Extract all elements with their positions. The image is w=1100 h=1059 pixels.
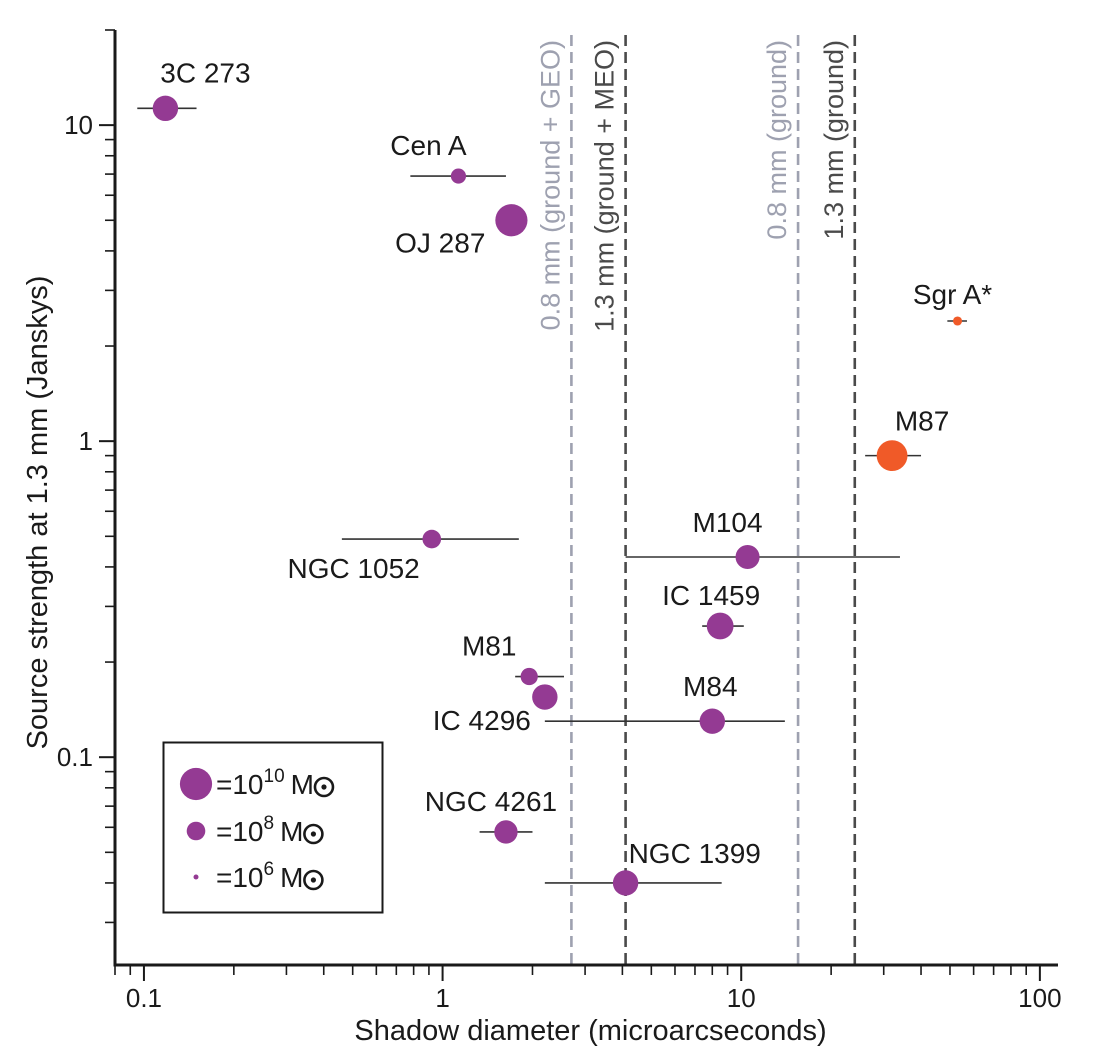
legend-exponent: 10	[264, 766, 285, 787]
source-label: Sgr A*	[913, 279, 992, 310]
reference-line-label: 1.3 mm (ground + MEO)	[590, 40, 620, 332]
legend: =1010 M=108 M=106 M	[162, 741, 384, 914]
source-point-group: M84	[544, 671, 785, 734]
source-marker	[532, 684, 558, 710]
source-marker	[612, 870, 639, 896]
reference-line-label: 0.8 mm (ground)	[762, 40, 792, 240]
source-point-group: OJ 287	[395, 204, 528, 258]
legend-unit: M	[280, 816, 303, 847]
x-tick-label: 10	[727, 983, 756, 1013]
source-point-group: M87	[865, 406, 949, 472]
source-marker	[699, 708, 725, 734]
source-label: M104	[693, 507, 763, 538]
source-point-group: 3C 273	[137, 57, 251, 122]
legend-marker	[193, 874, 199, 880]
source-marker	[876, 440, 908, 472]
source-label: IC 1459	[662, 580, 760, 611]
source-point-group: NGC 1399	[544, 838, 761, 896]
legend-entry-text: =108 M	[216, 813, 303, 847]
sun-symbol-dot	[310, 877, 317, 883]
source-label: 3C 273	[160, 57, 250, 88]
reference-line-label: 1.3 mm (ground)	[819, 40, 849, 240]
source-marker	[520, 667, 538, 686]
source-label: M84	[683, 671, 737, 702]
source-label: M87	[895, 406, 949, 437]
legend-marker	[179, 767, 213, 801]
source-marker	[450, 168, 467, 184]
sun-symbol-dot	[310, 831, 317, 837]
sun-symbol-icon	[303, 823, 324, 845]
y-tick-label: 0.1	[57, 742, 93, 772]
y-tick-label: 1	[79, 426, 93, 456]
legend-unit: M	[291, 769, 314, 800]
x-axis-title: Shadow diameter (microarcseconds)	[354, 1015, 826, 1047]
x-tick-label: 1	[435, 983, 449, 1013]
source-label: NGC 4261	[425, 786, 557, 817]
source-label: IC 4296	[433, 705, 531, 736]
legend-unit: M	[280, 862, 303, 893]
source-point-group: Sgr A*	[913, 279, 992, 326]
sun-symbol-icon	[313, 776, 335, 798]
legend-exponent: 6	[264, 859, 275, 880]
y-tick-label: 10	[64, 110, 93, 140]
source-point-group: M104	[625, 507, 900, 570]
y-axis-title: Source strength at 1.3 mm (Janskys)	[22, 276, 54, 750]
source-label: OJ 287	[395, 227, 485, 258]
source-marker	[706, 612, 734, 640]
source-marker	[495, 204, 528, 237]
x-tick-label: 100	[1018, 983, 1061, 1013]
source-marker	[735, 544, 760, 570]
source-marker	[422, 529, 442, 549]
legend-exponent: 8	[264, 813, 275, 834]
source-point-group: IC 4296	[433, 684, 558, 736]
reference-lines: 0.8 mm (ground + GEO) 1.3 mm (ground + ME…	[535, 35, 857, 965]
source-label: Cen A	[390, 130, 467, 161]
sun-symbol-icon	[303, 869, 324, 891]
legend-marker	[186, 821, 206, 841]
source-point-group: M81	[462, 631, 564, 686]
source-point-group: NGC 1052	[287, 529, 519, 584]
source-label: NGC 1052	[287, 553, 419, 584]
legend-eq: =10	[216, 769, 264, 800]
source-point-group: IC 1459	[662, 580, 760, 640]
legend-eq: =10	[216, 862, 264, 893]
source-marker	[952, 316, 963, 326]
reference-line-label: 0.8 mm (ground + GEO)	[535, 40, 565, 330]
legend-entry-text: =1010 M	[216, 766, 314, 800]
source-label: M81	[462, 631, 516, 662]
legend-entry-text: =106 M	[216, 859, 303, 893]
sun-symbol-dot	[321, 784, 327, 790]
source-point-group: Cen A	[390, 130, 506, 184]
source-marker	[494, 820, 518, 844]
data-points: 3C 273 Cen A OJ 287 Sgr A* M87 NGC 1052 M104 IC…	[137, 57, 992, 896]
legend-eq: =10	[216, 816, 264, 847]
source-label: NGC 1399	[629, 838, 761, 869]
source-marker	[152, 95, 179, 122]
source-point-group: NGC 4261	[425, 786, 557, 844]
x-tick-label: 0.1	[126, 983, 162, 1013]
